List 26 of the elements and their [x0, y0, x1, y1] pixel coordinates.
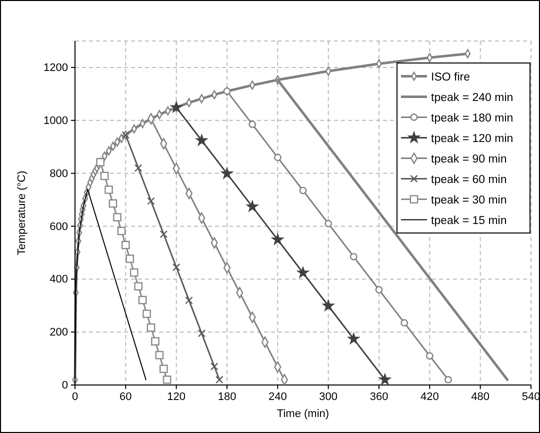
x-tick-label: 360	[370, 390, 388, 403]
x-tick-label: 300	[319, 390, 338, 403]
x-tick-label: 240	[268, 390, 287, 403]
legend-label: tpeak = 120 min	[431, 132, 514, 145]
legend-label: tpeak = 180 min	[431, 112, 514, 124]
legend-label: tpeak = 90 min	[431, 153, 507, 166]
x-tick-label: 180	[218, 390, 236, 403]
y-tick-label: 400	[50, 274, 68, 286]
legend-label: tpeak = 60 min	[431, 174, 507, 186]
legend-label: tpeak = 30 min	[431, 194, 507, 206]
y-tick-label: 200	[50, 326, 68, 339]
y-tick-label: 600	[50, 220, 68, 233]
x-tick-label: 60	[120, 390, 132, 403]
x-tick-label: 0	[72, 390, 78, 403]
legend-label: tpeak = 15 min	[431, 214, 507, 227]
x-tick-label: 480	[471, 390, 490, 403]
x-tick-label: 120	[167, 390, 186, 403]
legend-label: ISO fire	[431, 71, 470, 84]
x-tick-label: 420	[420, 390, 439, 403]
x-axis-title: Time (min)	[276, 408, 330, 420]
y-axis-title: Temperature (°C)	[16, 170, 28, 256]
legend-label: tpeak = 240 min	[431, 92, 514, 104]
y-tick-label: 1200	[44, 62, 68, 74]
y-tick-label: 800	[50, 168, 68, 180]
y-tick-label: 1000	[44, 114, 68, 127]
y-tick-label: 0	[62, 380, 68, 392]
